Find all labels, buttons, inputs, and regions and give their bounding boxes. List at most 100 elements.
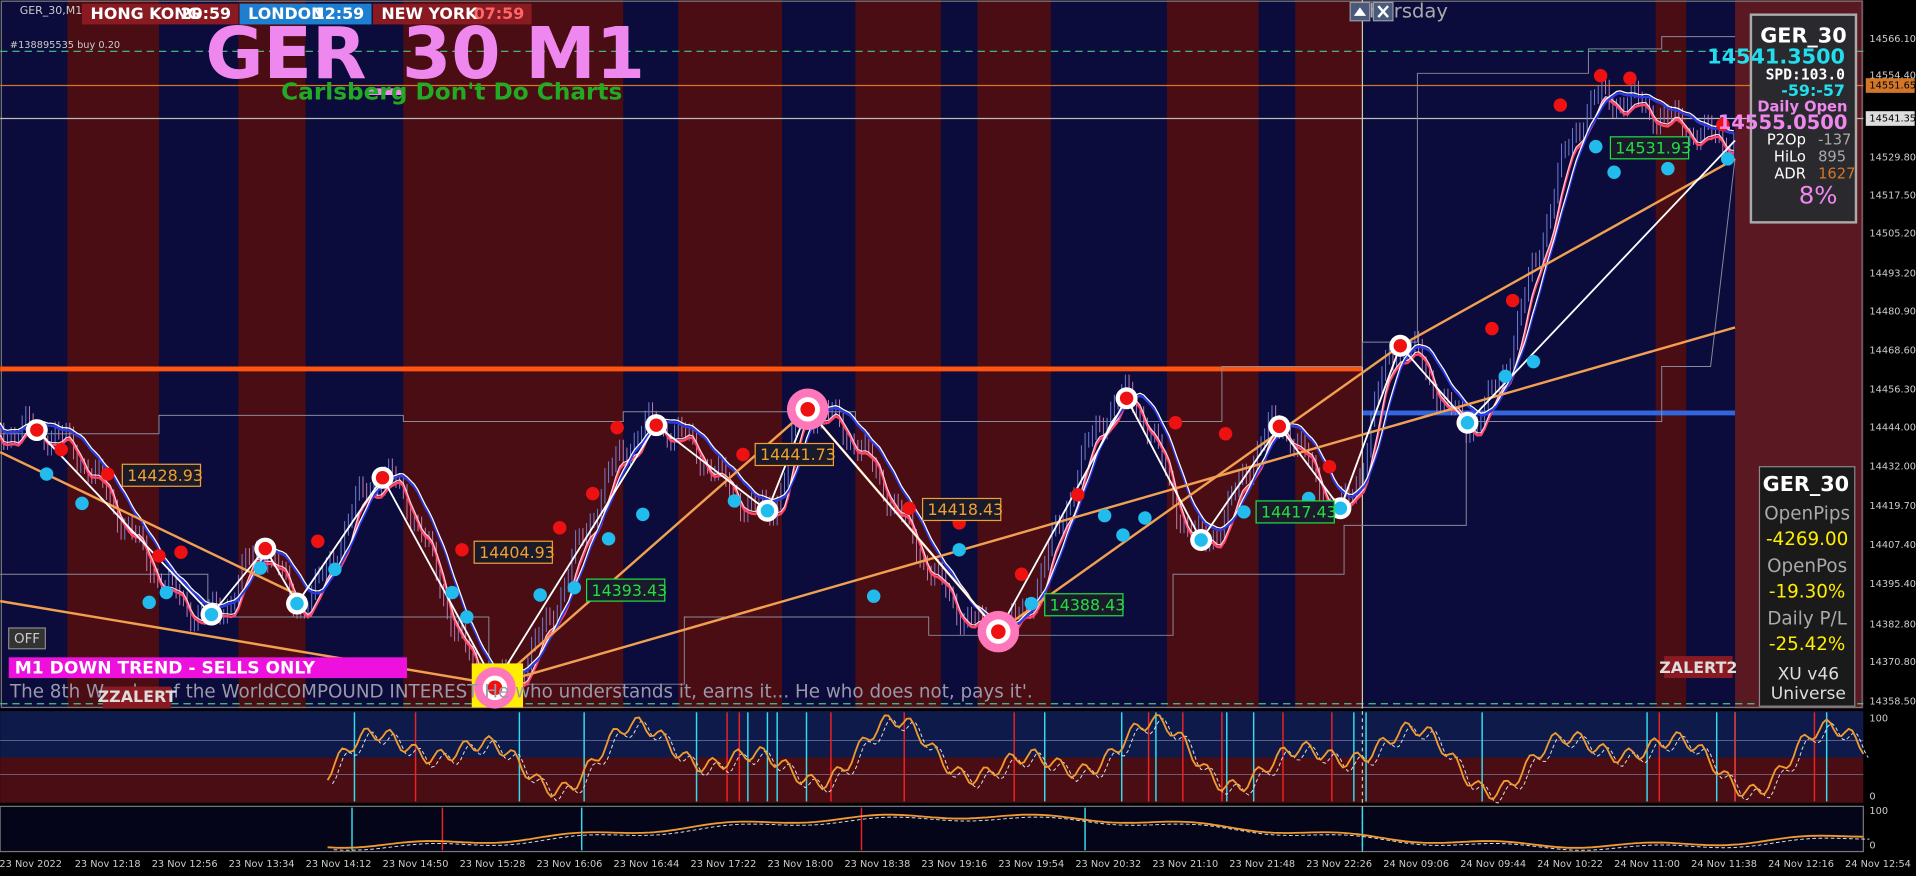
price-axis-label: 14541.35 <box>1869 114 1916 125</box>
scroll-icon <box>1353 7 1367 16</box>
buy-dot <box>1097 508 1112 523</box>
indicator-panel-bottom <box>0 757 1864 803</box>
price-tag-box <box>1609 136 1690 160</box>
buy-dot <box>253 561 268 575</box>
price-axis-label: 14432.00 <box>1869 462 1916 473</box>
time-axis-label: 23 Nov 2022 <box>0 859 62 870</box>
sell-dot <box>1505 293 1520 308</box>
channel <box>0 36 1736 435</box>
time-axis-label: 23 Nov 21:48 <box>1229 859 1295 870</box>
trend-oscillator <box>327 813 1864 849</box>
indicator-axis-label: 100 <box>1869 806 1888 817</box>
buy-dot <box>328 562 342 577</box>
border <box>0 0 1863 709</box>
time-axis-label: 23 Nov 15:28 <box>460 859 526 870</box>
off-label: OFF <box>14 632 40 647</box>
buy-dot <box>1138 511 1152 525</box>
channel <box>0 158 1736 685</box>
sell-dot <box>1593 69 1608 83</box>
time-axis-label: 24 Nov 11:38 <box>1691 859 1757 870</box>
sell-dot <box>1071 488 1085 502</box>
buy-dot <box>1116 528 1130 542</box>
title: GER_30 M1 <box>205 12 645 95</box>
zigzag <box>1466 139 1736 424</box>
time-axis-label: 23 Nov 21:10 <box>1152 859 1218 870</box>
subtitle: Carlsberg Don't Do Charts <box>281 78 622 105</box>
price-tag-box <box>585 578 666 602</box>
symbol: GER_30,M1 <box>20 4 83 17</box>
trade-row-value: -25.42% <box>1769 634 1845 655</box>
time-axis-label: 23 Nov 16:44 <box>614 859 680 870</box>
time-axis-label: 24 Nov 09:44 <box>1460 859 1526 870</box>
trend-line <box>494 326 1736 686</box>
trend-line <box>1399 157 1736 347</box>
buy-dot <box>1661 161 1675 176</box>
sell-dot <box>736 447 750 462</box>
buy-dot <box>1498 369 1513 384</box>
buy-dot <box>75 496 89 511</box>
time-axis-label: 23 Nov 19:16 <box>921 859 987 870</box>
price-axis-marker <box>1865 78 1915 93</box>
time-axis-label: 24 Nov 11:00 <box>1614 859 1680 870</box>
info-open: 14555.0500 <box>1718 111 1848 134</box>
price-axis-label: 14456.30 <box>1869 385 1916 396</box>
buy-dot <box>1607 165 1621 179</box>
sell-dot <box>54 442 68 457</box>
sell-dot <box>152 549 166 563</box>
swing-dot <box>649 418 663 432</box>
session-stripe <box>678 0 783 709</box>
session-time: 07:59 <box>474 4 525 23</box>
sell-dot <box>174 545 188 559</box>
time-axis-label: 23 Nov 16:06 <box>537 859 603 870</box>
info-percent: 8% <box>1799 181 1838 210</box>
zalert2: ZALERT2 <box>1659 658 1737 677</box>
sell-dot <box>1623 71 1637 85</box>
time-axis-label: 24 Nov 12:16 <box>1768 859 1834 870</box>
sell-dot <box>1322 459 1337 474</box>
sell-dot <box>1168 416 1183 430</box>
swing-dot <box>258 541 272 556</box>
session-time: 20:59 <box>181 4 232 23</box>
session-box <box>239 3 372 25</box>
ma-line <box>0 91 1734 678</box>
price-tag: 14531.93 <box>1615 139 1691 158</box>
buy-dot <box>39 467 54 481</box>
swing-dot <box>204 607 219 622</box>
big-ring-dot <box>487 680 503 696</box>
off-button[interactable] <box>8 627 46 650</box>
time-axis-label: 24 Nov 10:22 <box>1537 859 1603 870</box>
trade-symbol: GER_30 <box>1763 472 1849 496</box>
trade-row-label: Daily P/L <box>1767 608 1847 629</box>
buy-dot <box>727 494 742 508</box>
swing-dot <box>760 503 775 518</box>
session-stripe <box>403 0 624 709</box>
sell-dot <box>1218 427 1233 441</box>
info-row-value: 1627 <box>1818 166 1855 183</box>
buy-dot <box>1589 139 1603 154</box>
info-row-value: 895 <box>1818 149 1846 166</box>
buy-dot <box>636 507 650 522</box>
time-axis-label: 23 Nov 20:32 <box>1075 859 1141 870</box>
universe: Universe <box>1771 684 1846 704</box>
buy-dot <box>567 580 582 595</box>
price-axis-label: 14529.80 <box>1869 153 1916 164</box>
swing-dot <box>1460 416 1475 430</box>
swing-dot <box>1272 419 1287 434</box>
session-name: NEW YORK <box>381 4 478 23</box>
swing-dot <box>1119 391 1134 406</box>
time-axis-label: 23 Nov 19:54 <box>998 859 1064 870</box>
session-stripe <box>1655 0 1687 709</box>
sell-dot <box>1553 98 1568 112</box>
price-axis-label: 14551.65 <box>1869 81 1916 92</box>
info-row-label: P2Op <box>1767 132 1806 149</box>
price-tag: 14393.43 <box>591 581 667 600</box>
info-timer: -59:-57 <box>1781 81 1845 100</box>
indicator-axis-label: 100 <box>1869 713 1888 724</box>
price-axis-marker <box>1865 111 1915 126</box>
price-tag: 14441.73 <box>760 445 836 464</box>
trade-row-value: -4269.00 <box>1766 529 1848 550</box>
swing-dot <box>30 423 44 437</box>
time-axis-label: 23 Nov 12:56 <box>152 859 218 870</box>
time-axis-label: 23 Nov 14:50 <box>383 859 449 870</box>
